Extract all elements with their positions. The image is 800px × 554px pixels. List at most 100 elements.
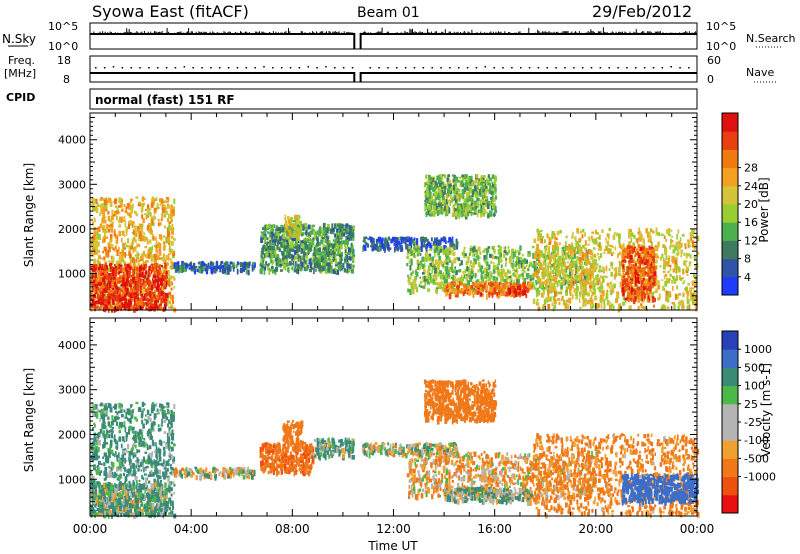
echo-cell	[445, 293, 448, 297]
echo-cell	[442, 272, 445, 277]
echo-cell	[217, 265, 220, 270]
echo-cell	[683, 280, 686, 283]
echo-cell	[142, 218, 145, 224]
echo-cell	[118, 290, 121, 297]
echo-cell	[165, 237, 168, 244]
echo-cell	[148, 287, 151, 293]
echo-cell	[169, 266, 172, 269]
echo-cell	[477, 281, 480, 285]
echo-cell	[471, 284, 473, 289]
echo-cell	[291, 248, 294, 252]
echo-cell	[502, 253, 506, 259]
echo-cell	[586, 272, 589, 276]
echo-cell	[425, 251, 429, 256]
echo-cell	[268, 253, 271, 257]
echo-cell	[445, 204, 448, 210]
echo-cell	[474, 289, 477, 295]
echo-cell	[413, 237, 416, 240]
echo-cell	[98, 282, 101, 286]
echo-cell	[333, 256, 335, 261]
echo-cell	[486, 197, 489, 201]
echo-cell	[296, 256, 298, 260]
echo-cell	[154, 254, 157, 261]
echo-cell	[445, 195, 448, 199]
echo-cell	[592, 304, 594, 308]
echo-cell	[618, 272, 621, 276]
echo-cell	[564, 279, 568, 285]
echo-cell	[318, 244, 321, 247]
echo-cell	[168, 221, 171, 224]
echo-cell	[410, 251, 413, 256]
echo-cell	[459, 290, 462, 294]
echo-cell	[331, 254, 334, 259]
echo-cell	[384, 247, 386, 253]
echo-cell	[119, 216, 122, 222]
echo-cell	[665, 255, 668, 260]
echo-cell	[444, 186, 447, 190]
echo-cell	[290, 227, 294, 232]
echo-cell	[413, 279, 417, 284]
echo-cell	[93, 289, 96, 293]
echo-cell	[205, 269, 209, 275]
echo-cell	[330, 229, 333, 232]
echo-cell	[311, 229, 315, 233]
echo-cell	[120, 237, 123, 243]
echo-cell	[158, 279, 161, 282]
echo-cell	[166, 196, 169, 200]
echo-cell	[153, 274, 156, 279]
nave-dot	[165, 67, 168, 69]
echo-cell	[265, 251, 268, 258]
echo-cell	[502, 288, 506, 291]
echo-cell	[141, 196, 145, 202]
echo-cell	[176, 261, 180, 265]
echo-cell	[295, 238, 298, 242]
echo-cell	[485, 188, 488, 194]
echo-cell	[348, 235, 351, 239]
echo-cell	[125, 283, 128, 286]
echo-cell	[455, 185, 458, 192]
echo-cell	[352, 251, 355, 256]
echo-cell	[510, 264, 513, 268]
echo-cell	[314, 261, 316, 264]
echo-cell	[515, 274, 518, 280]
echo-cell	[124, 263, 126, 267]
echo-cell	[574, 275, 578, 279]
echo-cell	[124, 252, 127, 258]
echo-cell	[563, 249, 566, 256]
echo-cell	[103, 295, 107, 299]
echo-cell	[182, 262, 186, 268]
echo-cell	[410, 239, 413, 245]
echo-cell	[274, 238, 277, 243]
echo-cell	[432, 199, 436, 202]
echo-cell	[104, 239, 106, 243]
echo-cell	[457, 257, 461, 262]
echo-cell	[476, 212, 479, 218]
echo-cell	[437, 196, 440, 200]
echo-cell	[427, 211, 431, 216]
echo-cell	[243, 265, 246, 270]
echo-cell	[129, 212, 132, 219]
echo-cell	[159, 303, 162, 308]
echo-cell	[134, 270, 138, 275]
echo-cell	[318, 262, 321, 268]
echo-cell	[124, 299, 127, 305]
echo-cell	[154, 278, 157, 283]
echo-cell	[490, 199, 493, 205]
echo-cell	[91, 268, 94, 272]
echo-cell	[264, 235, 266, 239]
echo-cell	[287, 267, 290, 273]
echo-cell	[148, 270, 150, 276]
echo-cell	[118, 197, 122, 203]
echo-cell	[128, 265, 132, 270]
echo-cell	[143, 276, 146, 283]
echo-cell	[145, 302, 148, 307]
echo-cell	[446, 255, 449, 260]
echo-cell	[484, 274, 487, 279]
echo-cell	[101, 277, 104, 282]
echo-cell	[454, 266, 456, 271]
echo-cell	[162, 292, 166, 298]
echo-cell	[594, 262, 597, 267]
echo-cell	[150, 202, 154, 208]
echo-cell	[170, 258, 172, 264]
echo-cell	[472, 262, 475, 269]
